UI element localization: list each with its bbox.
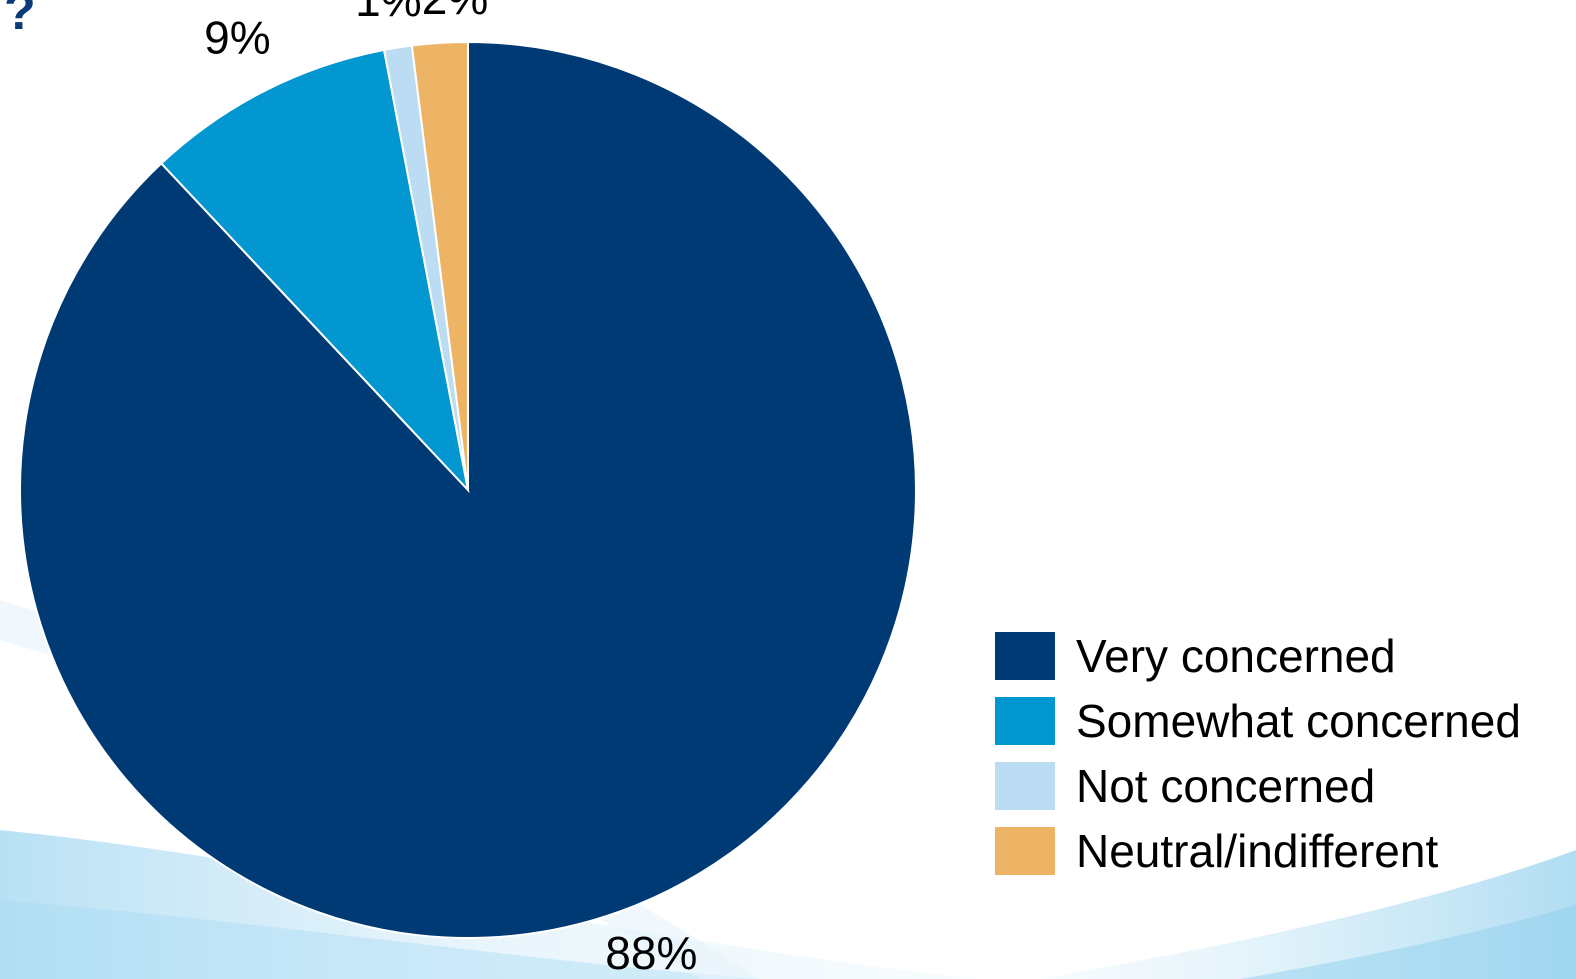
legend-swatch-not-concerned bbox=[995, 762, 1055, 810]
pie-slice-neutral-indifferent bbox=[410, 40, 469, 491]
pie-slice-somewhat-concerned bbox=[159, 48, 470, 494]
legend-item-somewhat-concerned: Somewhat concerned bbox=[995, 697, 1565, 745]
legend-item-very-concerned: Very concerned bbox=[995, 632, 1565, 680]
legend-item-neutral-indifferent: Neutral/indifferent bbox=[995, 827, 1565, 875]
pie-data-labels: 88% 9% 1%2% bbox=[204, 0, 697, 979]
legend-swatch-neutral-indifferent bbox=[995, 827, 1055, 875]
legend-item-not-concerned: Not concerned bbox=[995, 762, 1565, 810]
legend-swatch-very-concerned bbox=[995, 632, 1055, 680]
legend-label-not-concerned: Not concerned bbox=[1076, 760, 1376, 812]
legend-label-somewhat-concerned: Somewhat concerned bbox=[1076, 695, 1521, 747]
legend-label-neutral-indifferent: Neutral/indifferent bbox=[1076, 825, 1439, 877]
data-label-not-concerned: 1% bbox=[355, 0, 421, 26]
data-label-neutral-indifferent: 2% bbox=[422, 0, 488, 24]
data-label-very-concerned: 88% bbox=[605, 927, 697, 979]
legend-swatch-somewhat-concerned bbox=[995, 697, 1055, 745]
pie-slices bbox=[19, 40, 917, 939]
data-label-somewhat-concerned: 9% bbox=[204, 11, 270, 63]
legend-label-very-concerned: Very concerned bbox=[1076, 630, 1396, 682]
chart-legend: Very concerned Somewhat concerned Not conc… bbox=[995, 632, 1565, 892]
corner-question-glyph: ? bbox=[4, 0, 36, 41]
